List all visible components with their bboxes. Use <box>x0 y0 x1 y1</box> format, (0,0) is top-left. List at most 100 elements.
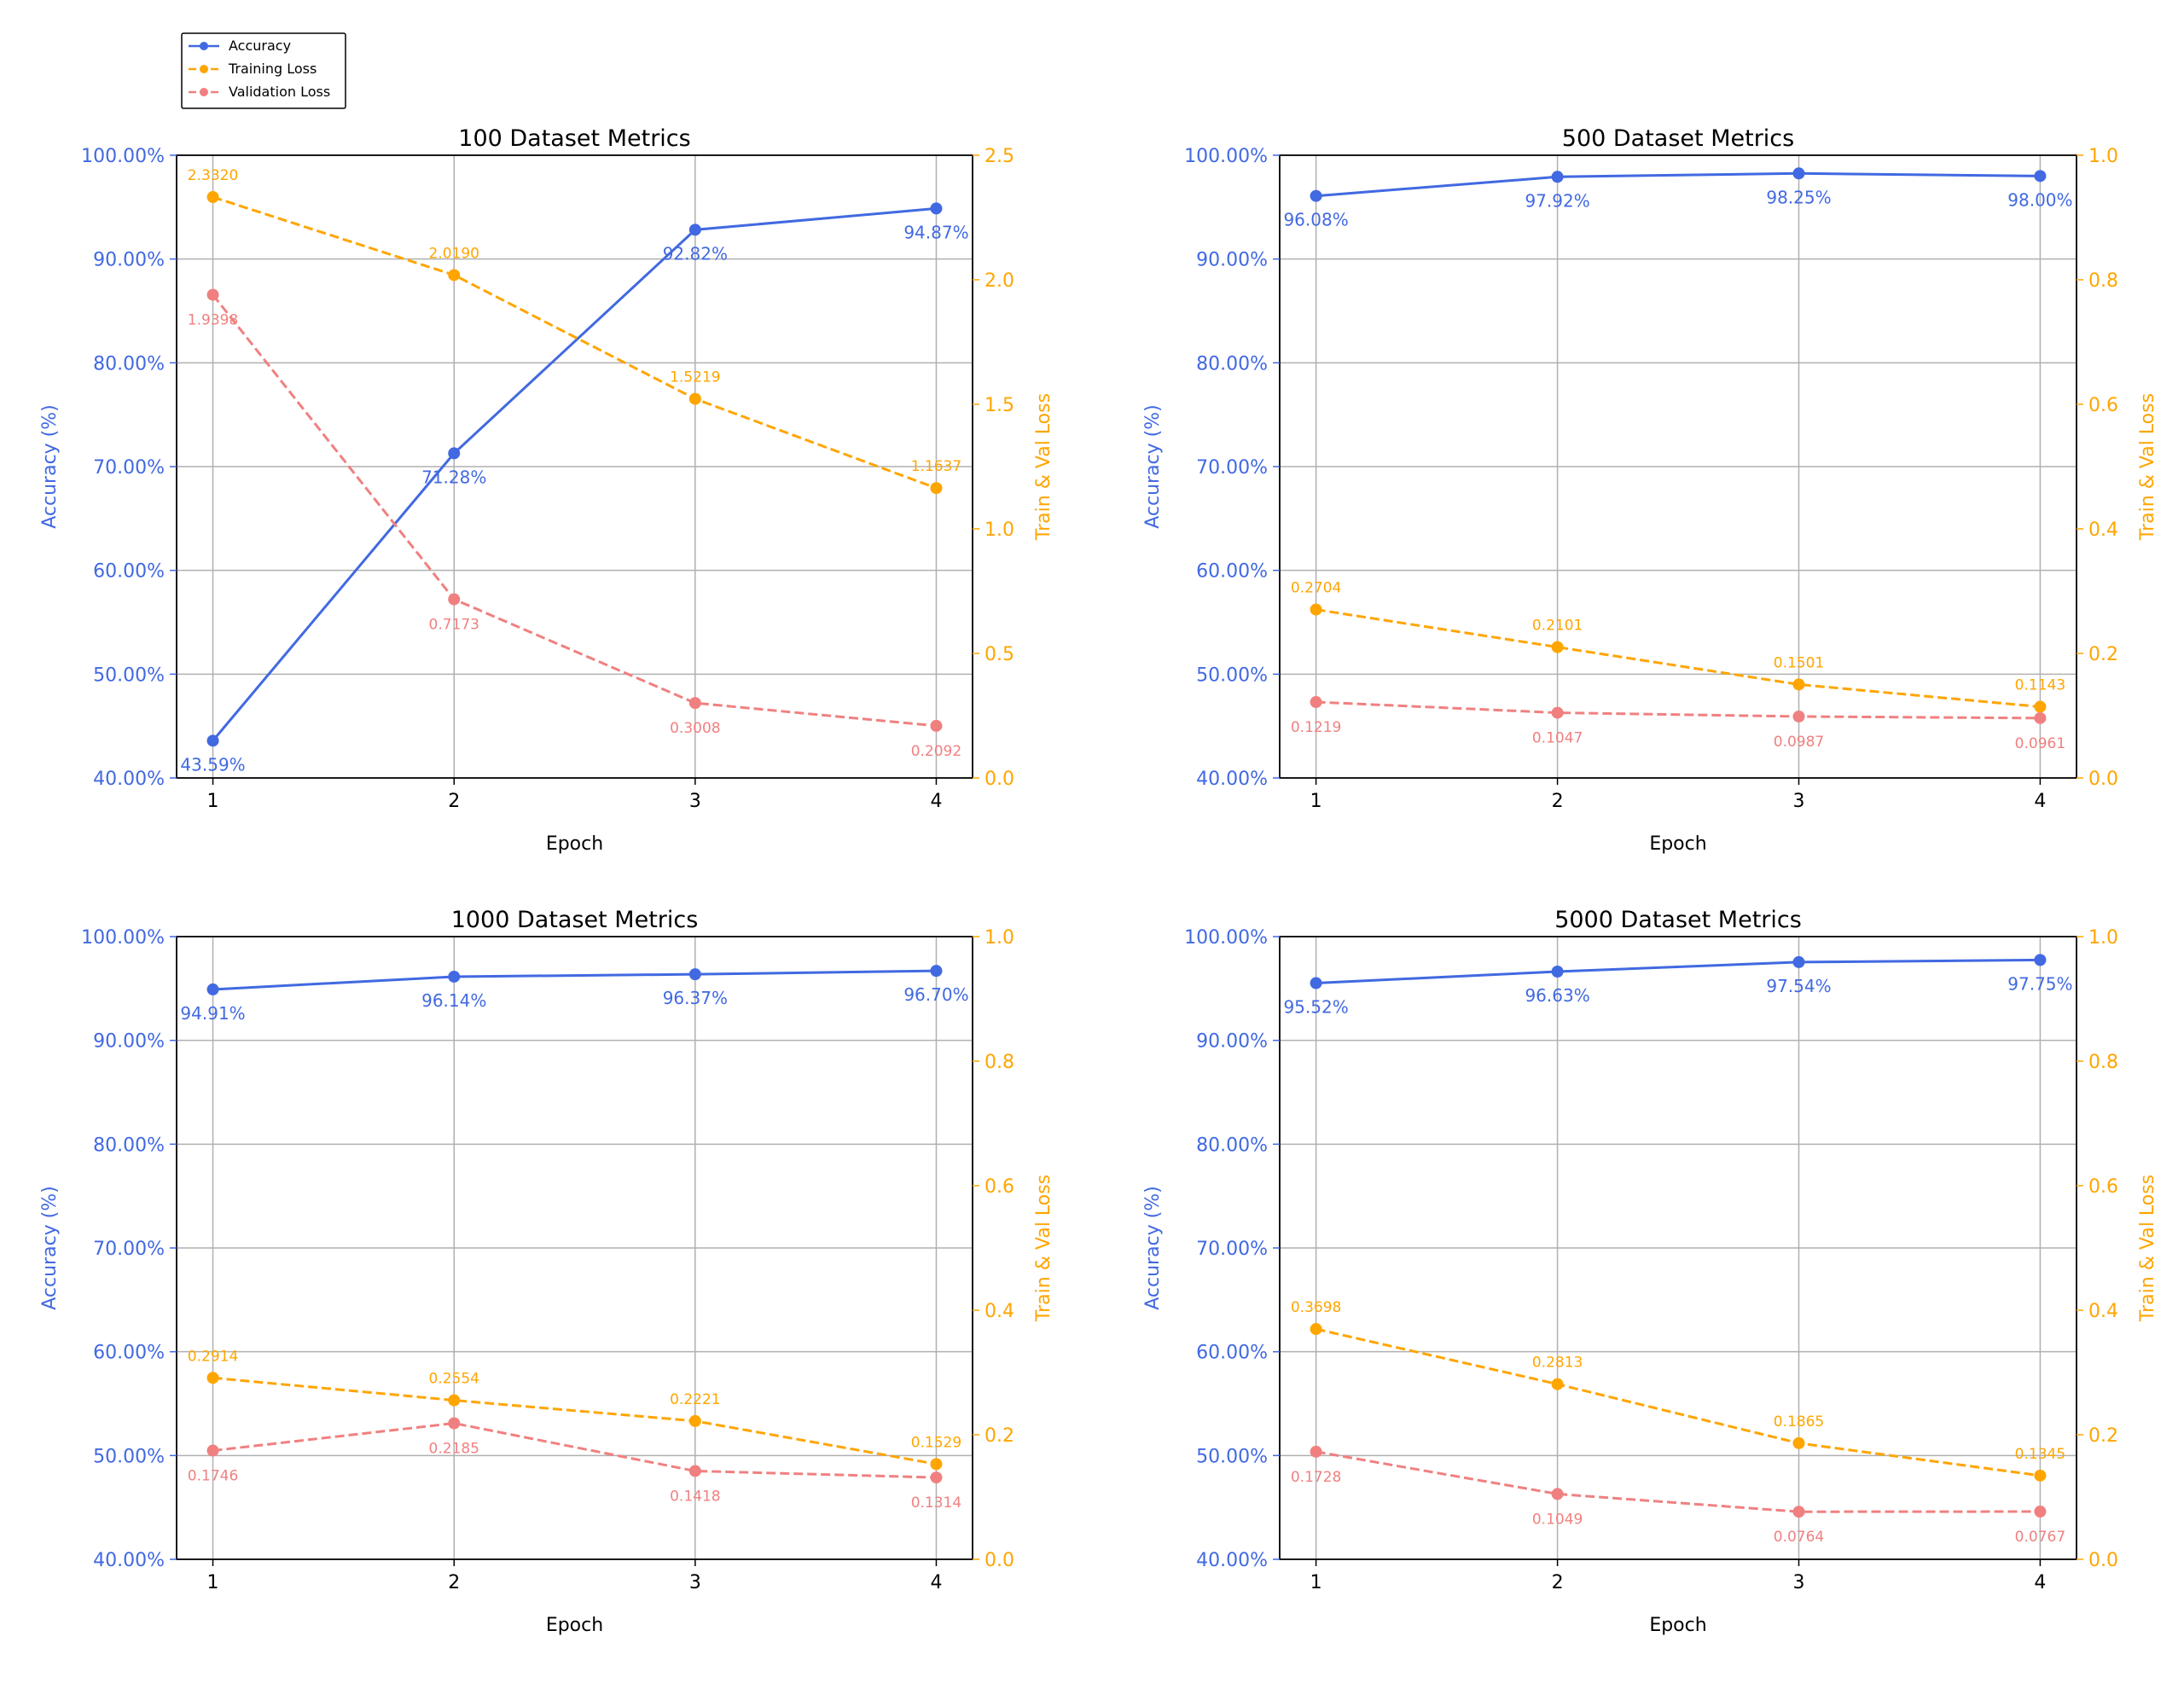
series-line-validation-loss <box>1316 1450 2041 1513</box>
data-point-training-loss <box>1551 1378 1564 1390</box>
y2-axis-label: Train & Val Loss <box>1033 393 1054 541</box>
y-axis-label: Accuracy (%) <box>39 1186 61 1310</box>
series-line-training-loss <box>212 195 937 490</box>
data-point-validation-loss <box>448 1417 461 1430</box>
x-axis-label: Epoch <box>546 833 603 855</box>
data-point-training-loss <box>2034 700 2047 713</box>
data-label-accuracy: 96.37% <box>663 988 728 1008</box>
y2-axis-tick-label: 1.0 <box>985 519 1014 541</box>
data-label-accuracy: 96.63% <box>1525 985 1589 1006</box>
data-point-accuracy <box>688 223 701 236</box>
data-label-validation-loss: 0.1728 <box>1291 1469 1341 1486</box>
data-point-training-loss <box>1310 1323 1322 1336</box>
data-point-training-loss <box>1310 603 1322 616</box>
data-label-accuracy: 43.59% <box>180 754 245 775</box>
y-axis-tick-label: 70.00% <box>1196 457 1268 479</box>
data-point-accuracy <box>1310 977 1322 989</box>
legend-entry-validation-loss: Validation Loss <box>189 84 330 100</box>
y-axis-tick-label: 70.00% <box>93 1239 165 1260</box>
legend-accuracy-marker-icon <box>200 42 208 50</box>
legend: Accuracy Training Loss Validation Loss <box>181 32 346 109</box>
x-axis-tick-label: 3 <box>1793 1572 1805 1593</box>
data-point-accuracy <box>206 983 219 995</box>
x-axis-tick-label: 3 <box>689 1572 701 1593</box>
y2-axis-tick-label: 2.0 <box>985 270 1014 292</box>
y-axis-tick-label: 100.00% <box>81 927 165 949</box>
data-label-training-loss: 0.2704 <box>1291 580 1341 597</box>
data-point-accuracy <box>688 968 701 981</box>
data-point-validation-loss <box>1551 706 1564 719</box>
x-axis-tick-label: 2 <box>1552 1572 1564 1593</box>
data-point-accuracy <box>448 447 461 460</box>
y-axis-tick-label: 40.00% <box>93 769 165 790</box>
y-axis-tick-label: 80.00% <box>1196 1135 1268 1156</box>
data-point-validation-loss <box>2034 1506 2047 1518</box>
data-label-accuracy: 97.92% <box>1525 190 1589 211</box>
data-label-training-loss: 0.1529 <box>911 1434 961 1451</box>
data-point-accuracy <box>930 965 943 978</box>
data-label-accuracy: 71.28% <box>421 467 486 487</box>
data-label-training-loss: 1.1637 <box>911 458 961 475</box>
y-axis-tick-label: 40.00% <box>1196 769 1268 790</box>
data-point-accuracy <box>1792 167 1805 180</box>
data-point-validation-loss <box>1792 710 1805 723</box>
y2-axis-tick-label: 2.5 <box>985 146 1014 167</box>
data-label-validation-loss: 0.1746 <box>188 1468 238 1485</box>
data-point-validation-loss <box>206 288 219 301</box>
data-label-training-loss: 0.1865 <box>1774 1413 1824 1431</box>
data-point-validation-loss <box>1310 696 1322 709</box>
y-axis-tick-label: 80.00% <box>93 353 165 374</box>
x-axis-tick-label: 2 <box>448 791 460 812</box>
data-point-accuracy <box>2034 954 2047 966</box>
x-axis-tick-label: 2 <box>1552 791 1564 812</box>
y2-axis-tick-label: 0.4 <box>2088 519 2118 541</box>
legend-training-loss-label: Training Loss <box>228 61 317 77</box>
data-point-validation-loss <box>688 697 701 710</box>
x-axis-tick-label: 1 <box>1310 791 1322 812</box>
series-line-accuracy <box>212 969 937 991</box>
chart-title: 1000 Dataset Metrics <box>451 907 699 933</box>
x-axis-label: Epoch <box>1649 1615 1706 1636</box>
y-axis-tick-label: 100.00% <box>1184 146 1268 167</box>
data-label-accuracy: 96.70% <box>903 984 968 1005</box>
data-point-training-loss <box>1551 641 1564 653</box>
y-axis-tick-label: 90.00% <box>1196 1031 1268 1053</box>
y2-axis-tick-label: 1.0 <box>2088 927 2118 949</box>
data-label-accuracy: 98.25% <box>1766 187 1831 207</box>
data-label-validation-loss: 1.9398 <box>188 312 238 329</box>
y2-axis-tick-label: 1.0 <box>985 927 1014 949</box>
data-point-training-loss <box>1792 1436 1805 1449</box>
x-axis-tick-label: 4 <box>930 791 942 812</box>
data-label-accuracy: 92.82% <box>663 243 728 264</box>
chart-title: 5000 Dataset Metrics <box>1554 907 1802 933</box>
data-label-training-loss: 0.2813 <box>1532 1355 1583 1372</box>
data-label-validation-loss: 0.0767 <box>2015 1529 2065 1546</box>
data-point-training-loss <box>930 1458 943 1471</box>
y-axis-tick-label: 90.00% <box>93 1031 165 1053</box>
data-point-training-loss <box>2034 1469 2047 1482</box>
data-label-validation-loss: 0.1049 <box>1532 1511 1583 1528</box>
data-label-validation-loss: 0.1219 <box>1291 719 1341 736</box>
data-point-validation-loss <box>930 1471 943 1484</box>
y-axis-tick-label: 90.00% <box>93 250 165 271</box>
data-label-validation-loss: 0.1047 <box>1532 730 1583 747</box>
y-axis-tick-label: 50.00% <box>1196 664 1268 686</box>
data-label-training-loss: 0.2221 <box>670 1391 720 1408</box>
y2-axis-tick-label: 0.0 <box>2088 1550 2118 1571</box>
data-label-validation-loss: 0.2092 <box>911 743 961 760</box>
data-point-validation-loss <box>206 1444 219 1457</box>
x-axis-tick-label: 1 <box>1310 1572 1322 1593</box>
x-axis-tick-label: 3 <box>689 791 701 812</box>
data-label-training-loss: 0.3698 <box>1291 1299 1341 1316</box>
data-point-accuracy <box>1551 171 1564 183</box>
data-point-accuracy <box>206 734 219 747</box>
data-point-validation-loss <box>2034 711 2047 724</box>
y2-axis-label: Train & Val Loss <box>2137 1175 2158 1322</box>
chart-title: 100 Dataset Metrics <box>458 125 690 152</box>
y2-axis-tick-label: 0.4 <box>985 1301 1014 1322</box>
data-label-training-loss: 0.2554 <box>429 1371 479 1388</box>
y2-axis-tick-label: 0.0 <box>985 769 1014 790</box>
data-point-accuracy <box>2034 170 2047 183</box>
y-axis-tick-label: 90.00% <box>1196 250 1268 271</box>
x-axis-tick-label: 1 <box>207 791 219 812</box>
